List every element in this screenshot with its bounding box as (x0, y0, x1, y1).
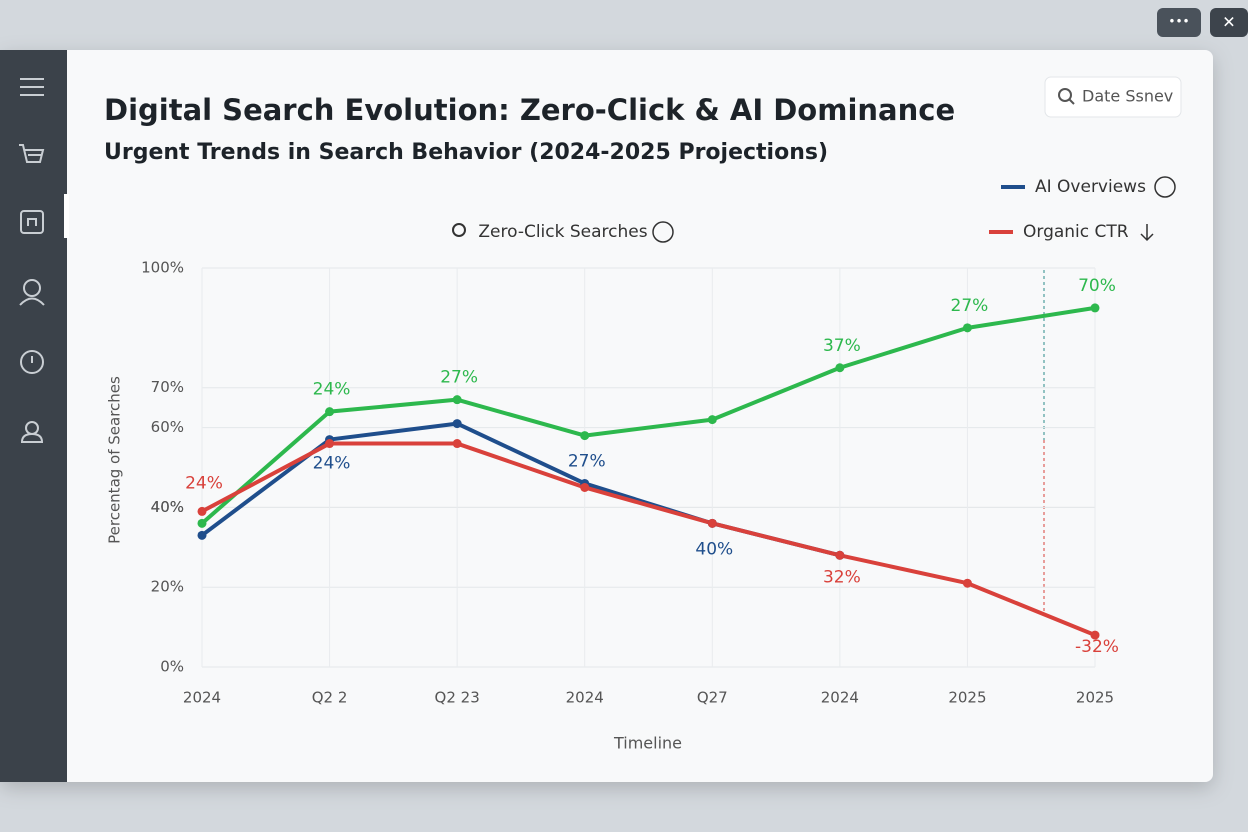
legend-ai-icon (652, 221, 674, 243)
data-point (197, 530, 207, 540)
box-inner (27, 218, 37, 226)
data-point (452, 419, 462, 429)
data-label: 27% (951, 296, 989, 316)
y-tick-label: 0% (160, 658, 184, 676)
data-point (962, 323, 972, 333)
close-icon: ✕ (1222, 13, 1235, 32)
data-label: 24% (313, 454, 351, 474)
data-label: 70% (1078, 276, 1116, 296)
x-tick-label: 2025 (1076, 689, 1114, 707)
data-point (452, 439, 462, 449)
profile-body (20, 432, 44, 443)
data-label: 27% (568, 451, 606, 471)
legend-down-icon (1140, 224, 1154, 242)
search-box[interactable] (1044, 76, 1182, 118)
sidebar (0, 50, 67, 782)
data-point (1090, 303, 1100, 313)
data-point (325, 407, 335, 417)
x-tick-label: Q27 (697, 689, 728, 707)
data-label: 24% (185, 473, 223, 493)
legend-icon (452, 223, 466, 237)
x-tick-label: 2025 (948, 689, 986, 707)
data-label: -32% (1075, 637, 1119, 657)
clock-icon[interactable] (20, 350, 44, 374)
y-tick-label: 20% (151, 578, 184, 596)
y-tick-label: 40% (151, 498, 184, 516)
legend-label: Organic CTR (1023, 222, 1129, 242)
cart-icon[interactable] (19, 144, 45, 163)
x-tick-label: Q2 23 (435, 689, 480, 707)
data-label: 24% (313, 380, 351, 400)
data-point (452, 395, 462, 405)
x-tick-label: 2024 (183, 689, 221, 707)
search-icon (1058, 88, 1072, 102)
y-tick-label: 100% (141, 259, 184, 277)
y-tick-label: 40% (151, 498, 184, 516)
chart-subtitle: Urgent Trends in Search Behavior (2024-2… (104, 140, 828, 165)
window (0, 50, 1213, 782)
legend-label: Zero-Click Searches (478, 222, 647, 242)
sidebar-active (64, 194, 69, 238)
data-label: 27% (440, 368, 478, 388)
data-point (707, 518, 717, 528)
series-line (200, 305, 1096, 525)
box-icon[interactable] (20, 210, 44, 234)
x-tick-label: Q2 2 (312, 689, 348, 707)
legend-label: AI Overviews (1035, 177, 1146, 197)
data-label: 32% (823, 567, 861, 587)
data-point (1090, 630, 1100, 640)
more-button[interactable] (1157, 8, 1201, 37)
data-point (580, 482, 590, 492)
menu-icon[interactable] (20, 78, 44, 96)
data-label: 37% (823, 336, 861, 356)
sidebar-icons (19, 78, 45, 443)
data-point (835, 550, 845, 560)
more-icon: ••• (1168, 15, 1189, 29)
data-point (962, 578, 972, 588)
user-icon[interactable] (23, 279, 41, 297)
data-point (197, 506, 207, 516)
y-tick-label: 60% (151, 418, 184, 436)
x-tick-label: 2024 (566, 689, 604, 707)
legend-ai-icon (1154, 176, 1176, 198)
x-tick-label: 2024 (821, 689, 859, 707)
chart-title: Digital Search Evolution: Zero-Click & A… (104, 93, 955, 127)
data-point (835, 363, 845, 373)
y-tick-label: 70% (151, 378, 184, 396)
data-label: 40% (695, 539, 733, 559)
data-point (197, 518, 207, 528)
data-point (580, 431, 590, 441)
data-point (707, 415, 717, 425)
search-placeholder: Date Ssnev (1082, 87, 1173, 106)
data-point (325, 439, 335, 449)
close-button[interactable] (1210, 8, 1248, 37)
series-line (201, 441, 1096, 637)
search-icon-handle (1068, 98, 1075, 105)
user-body (19, 297, 45, 306)
x-axis-label: Timeline (613, 734, 682, 753)
y-axis-label: Percentag of Searches (106, 376, 124, 544)
